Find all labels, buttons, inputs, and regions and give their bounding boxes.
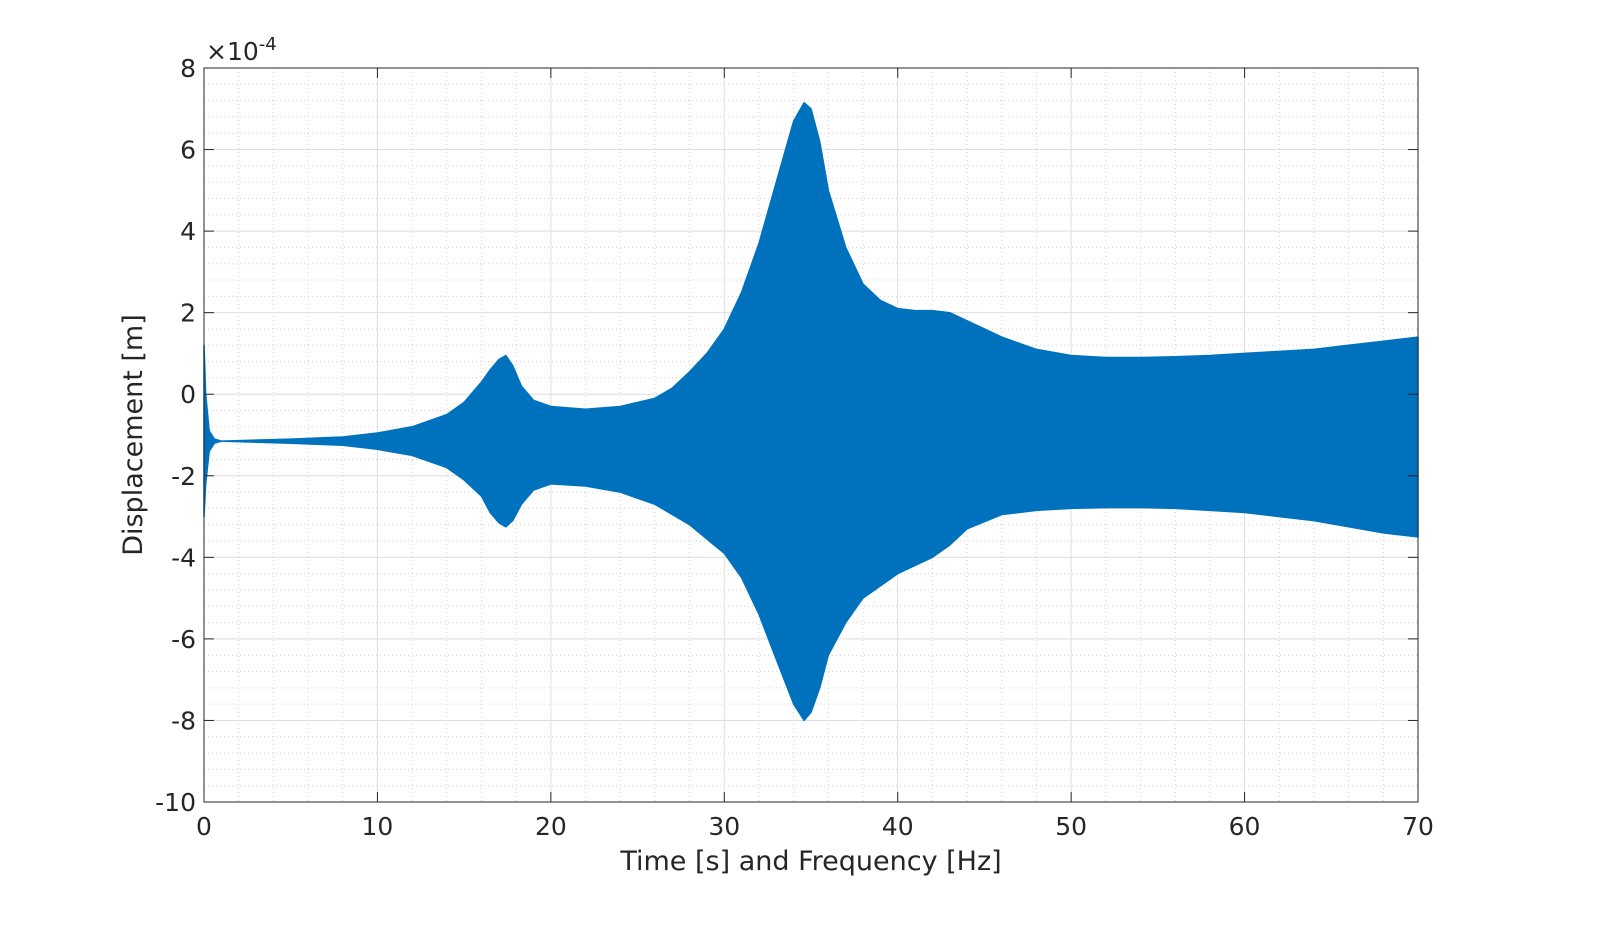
- y-tick-label: 6: [180, 136, 196, 165]
- y-axis-exponent-label: ×10-4: [206, 34, 277, 66]
- x-tick-label: 60: [1229, 812, 1261, 841]
- y-tick-label: 0: [180, 380, 196, 409]
- y-axis-label: Displacement [m]: [118, 314, 149, 556]
- y-tick-label: 2: [180, 299, 196, 328]
- x-tick-label: 70: [1402, 812, 1434, 841]
- y-tick-label: -8: [171, 706, 196, 735]
- x-tick-label: 0: [196, 812, 212, 841]
- y-tick-label: -10: [155, 788, 196, 817]
- x-axis-label: Time [s] and Frequency [Hz]: [619, 846, 1001, 877]
- y-tick-label: -6: [171, 625, 196, 654]
- x-tick-label: 20: [535, 812, 567, 841]
- exponent-base: ×10: [206, 37, 259, 66]
- tick-marks: [203, 67, 1419, 803]
- x-tick-label: 40: [882, 812, 914, 841]
- y-tick-label: -2: [171, 462, 196, 491]
- y-tick-label: -4: [171, 543, 196, 572]
- x-tick-label: 10: [362, 812, 394, 841]
- y-tick-label: 8: [180, 54, 196, 83]
- x-tick-label: 30: [708, 812, 740, 841]
- plot-frame: [203, 67, 1419, 803]
- x-tick-label: 50: [1055, 812, 1087, 841]
- y-tick-label: 4: [180, 217, 196, 246]
- exponent-power: -4: [259, 34, 277, 55]
- x-tick-labels: 0 10 20 30 40 50 60 70: [196, 812, 1434, 841]
- y-tick-labels: -10 -8 -6 -4 -2 0 2 4 6 8: [155, 54, 196, 817]
